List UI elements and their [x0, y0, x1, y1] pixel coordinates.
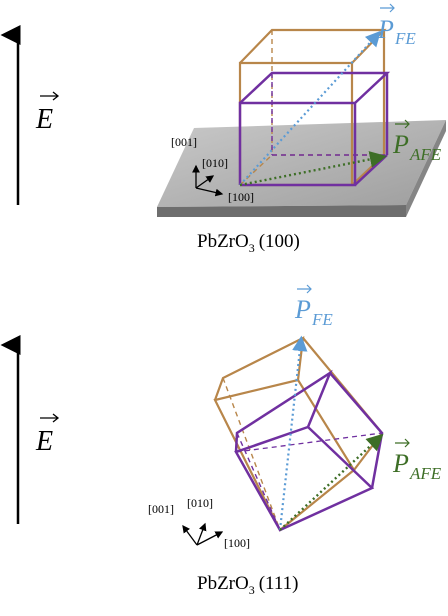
field-vector-mark: [40, 413, 60, 423]
substrate-side: [157, 205, 406, 217]
pfe-label: P FE: [294, 284, 333, 329]
afe-vector: [279, 433, 384, 531]
svg-text:FE: FE: [311, 310, 333, 329]
svg-text:P: P: [377, 15, 394, 44]
pfe-label: P FE: [377, 3, 416, 48]
field-label: E: [35, 104, 53, 135]
panel-100: E P FE: [0, 3, 446, 255]
fe-unit-cell: [213, 336, 384, 532]
pafe-label: P AFE: [392, 438, 442, 483]
substrate: [157, 120, 446, 207]
fe-vector: [278, 335, 308, 531]
field-label: E: [35, 426, 53, 457]
caption: PbZrO3 (100): [197, 231, 300, 255]
caption: PbZrO3 (111): [197, 573, 298, 597]
pafe-label: P AFE: [392, 119, 442, 164]
svg-text:P: P: [392, 449, 409, 478]
svg-text:FE: FE: [394, 29, 416, 48]
crystal-axes: [001] [010] [100]: [171, 135, 254, 204]
axis-100-label: [100]: [228, 190, 254, 204]
axis-010-label: [010]: [202, 156, 228, 170]
axis-001-label: [001]: [148, 502, 174, 516]
axis-001-label: [001]: [171, 135, 197, 149]
svg-text:P: P: [392, 130, 409, 159]
crystal-axes: [001] [010] [100]: [148, 496, 250, 550]
svg-text:P: P: [294, 295, 311, 324]
afe-vector: [239, 151, 387, 187]
substrate-edge: [406, 120, 446, 217]
fe-vector: [239, 30, 381, 186]
panel-111: E P FE: [0, 284, 442, 597]
interior-dash: [235, 432, 383, 453]
axis-100-label: [100]: [224, 536, 250, 550]
svg-text:AFE: AFE: [409, 464, 442, 483]
svg-text:AFE: AFE: [409, 145, 442, 164]
axis-010-label: [010]: [187, 496, 213, 510]
field-vector-mark: [40, 91, 60, 101]
